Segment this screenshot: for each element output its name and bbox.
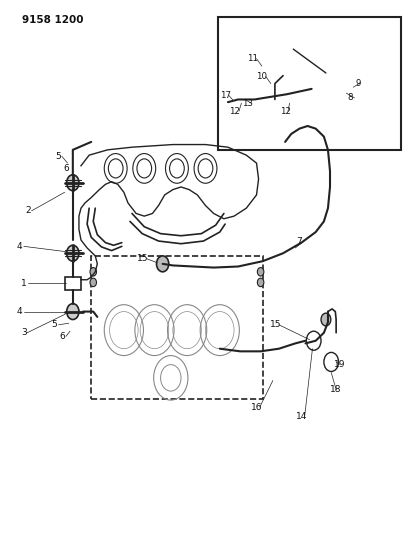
Circle shape xyxy=(67,245,79,261)
Bar xyxy=(218,17,402,150)
Circle shape xyxy=(157,256,169,272)
Ellipse shape xyxy=(238,95,242,104)
Text: 9158 1200: 9158 1200 xyxy=(22,15,83,25)
Circle shape xyxy=(67,304,79,319)
Circle shape xyxy=(90,278,97,287)
Text: 1: 1 xyxy=(21,279,27,288)
Text: 5: 5 xyxy=(52,320,57,329)
Text: 12: 12 xyxy=(229,107,240,116)
Text: 12: 12 xyxy=(279,107,291,116)
Text: 17: 17 xyxy=(219,91,231,100)
Text: 15: 15 xyxy=(270,320,282,329)
Text: 4: 4 xyxy=(17,307,23,316)
Ellipse shape xyxy=(287,95,292,104)
Text: 3: 3 xyxy=(21,328,27,337)
Text: 13: 13 xyxy=(242,99,253,108)
Ellipse shape xyxy=(254,95,259,104)
Bar xyxy=(65,277,81,290)
Circle shape xyxy=(321,313,331,326)
Text: 8: 8 xyxy=(348,93,353,102)
Text: 14: 14 xyxy=(296,411,307,421)
Text: 6: 6 xyxy=(64,164,69,173)
Text: 11: 11 xyxy=(247,54,258,63)
Circle shape xyxy=(257,278,264,287)
Bar xyxy=(91,256,263,399)
Ellipse shape xyxy=(270,95,275,104)
Text: 15: 15 xyxy=(136,254,148,263)
Text: 19: 19 xyxy=(334,360,345,369)
Circle shape xyxy=(257,268,264,276)
Text: 4: 4 xyxy=(17,242,23,251)
Text: 6: 6 xyxy=(60,332,65,341)
Text: 10: 10 xyxy=(256,72,267,81)
Circle shape xyxy=(67,175,79,191)
Text: 9: 9 xyxy=(356,78,361,87)
Circle shape xyxy=(90,268,97,276)
Text: 7: 7 xyxy=(296,237,302,246)
Text: 5: 5 xyxy=(55,152,61,161)
Text: 18: 18 xyxy=(330,385,341,394)
Text: 2: 2 xyxy=(25,206,31,215)
Text: 16: 16 xyxy=(251,402,262,411)
